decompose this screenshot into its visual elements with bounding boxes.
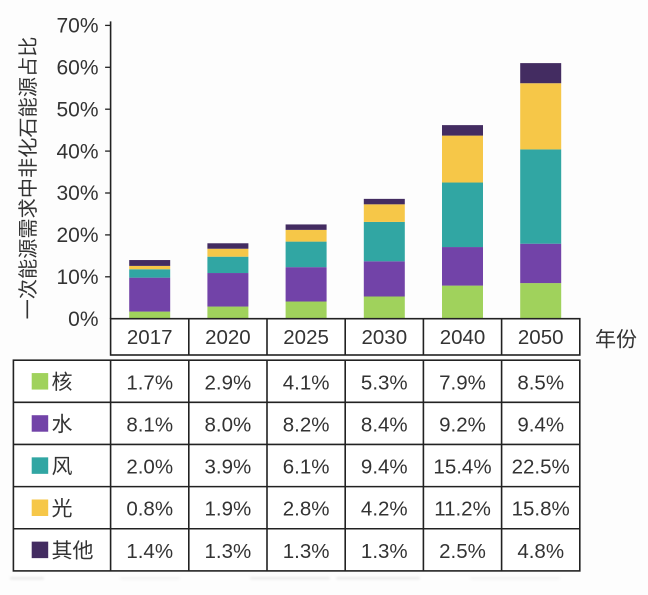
svg-text:1.9%: 1.9% [205,498,252,521]
svg-text:3.9%: 3.9% [205,456,252,479]
svg-text:2030: 2030 [361,326,407,349]
svg-text:70%: 70% [56,15,98,38]
svg-text:0%: 0% [68,308,98,331]
svg-text:9.2%: 9.2% [439,413,486,436]
svg-text:6.1%: 6.1% [283,456,330,479]
svg-text:8.0%: 8.0% [205,413,252,436]
svg-text:7.9%: 7.9% [439,371,486,394]
svg-text:2040: 2040 [440,326,486,349]
svg-text:2017: 2017 [127,326,173,349]
svg-text:2050: 2050 [518,326,564,349]
svg-text:1.3%: 1.3% [361,540,408,563]
svg-text:40%: 40% [56,140,98,163]
svg-text:10%: 10% [56,266,98,289]
svg-text:20%: 20% [56,224,98,247]
svg-text:30%: 30% [56,182,98,205]
svg-text:2025: 2025 [283,326,329,349]
svg-text:60%: 60% [56,57,98,80]
svg-text:22.5%: 22.5% [512,456,570,479]
svg-text:2.8%: 2.8% [283,498,330,521]
svg-text:15.8%: 15.8% [512,498,570,521]
svg-text:8.4%: 8.4% [361,413,408,436]
svg-text:1.3%: 1.3% [283,540,330,563]
svg-text:11.2%: 11.2% [434,498,491,521]
svg-text:8.2%: 8.2% [283,413,330,436]
svg-text:2.9%: 2.9% [205,371,252,394]
svg-text:9.4%: 9.4% [361,456,408,479]
svg-text:50%: 50% [56,98,98,121]
svg-text:4.2%: 4.2% [361,498,408,521]
svg-text:8.1%: 8.1% [126,413,173,436]
svg-text:1.4%: 1.4% [126,540,173,563]
svg-text:9.4%: 9.4% [517,413,564,436]
svg-text:1.7%: 1.7% [126,371,173,394]
svg-text:4.8%: 4.8% [517,540,564,563]
svg-text:2.5%: 2.5% [439,540,486,563]
svg-text:0.8%: 0.8% [126,498,173,521]
svg-text:15.4%: 15.4% [433,456,491,479]
svg-text:1.3%: 1.3% [205,540,252,563]
svg-text:2.0%: 2.0% [126,456,173,479]
svg-text:2020: 2020 [205,326,251,349]
svg-text:8.5%: 8.5% [517,371,564,394]
svg-text:4.1%: 4.1% [283,371,330,394]
svg-text:5.3%: 5.3% [361,371,408,394]
